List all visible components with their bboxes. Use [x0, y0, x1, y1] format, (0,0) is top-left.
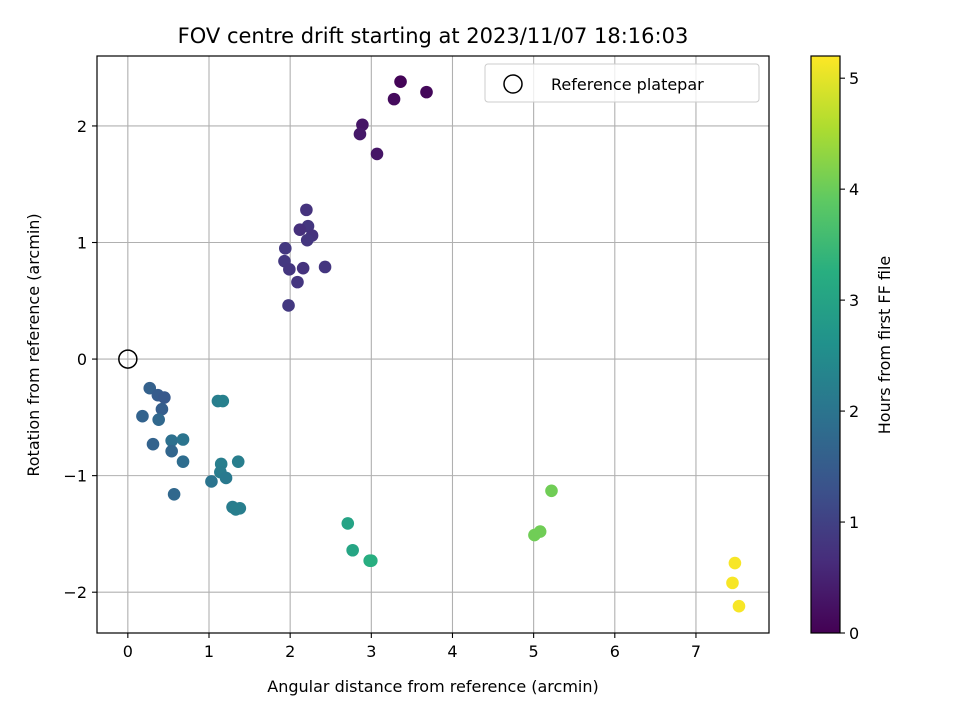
data-point	[318, 260, 332, 274]
y-tick-label: −2	[63, 583, 87, 602]
data-point	[216, 394, 230, 408]
colorbar-ticks: 0 1 2 3 4 5	[840, 69, 859, 643]
data-point	[726, 576, 739, 590]
data-point	[176, 433, 190, 446]
x-tick-label: 6	[610, 642, 620, 661]
colorbar-tick-label: 1	[849, 513, 859, 532]
data-point	[545, 484, 558, 498]
colorbar-label: Hours from first FF file	[875, 256, 894, 435]
data-point	[152, 413, 165, 426]
data-point	[293, 223, 307, 236]
x-tick-label: 1	[204, 642, 214, 661]
data-point	[528, 528, 541, 542]
legend-box	[484, 63, 760, 103]
legend-label-reference: Reference platepar	[551, 75, 704, 94]
colorbar-tick-label: 0	[849, 624, 859, 643]
data-point	[233, 501, 247, 515]
x-tick-label: 3	[366, 642, 376, 661]
y-tick-label: 1	[77, 234, 87, 253]
x-tick-label: 4	[447, 642, 457, 661]
plot-frame	[96, 55, 770, 634]
data-point	[165, 434, 178, 447]
data-point	[158, 391, 171, 404]
x-tick-label: 2	[285, 642, 295, 661]
data-points	[118, 75, 746, 613]
data-point	[136, 409, 149, 423]
data-point	[341, 517, 355, 530]
data-point	[420, 85, 433, 99]
data-point	[728, 556, 742, 570]
grid-lines	[97, 56, 769, 633]
colorbar-frame	[810, 55, 841, 634]
colorbar-gradient	[811, 56, 840, 633]
data-point	[394, 75, 407, 88]
colorbar-tick-label: 3	[849, 291, 859, 310]
data-point	[278, 242, 292, 255]
y-tick-label: −1	[63, 467, 87, 486]
data-point	[146, 437, 160, 451]
data-point	[231, 455, 245, 468]
x-axis-label: Angular distance from reference (arcmin)	[267, 677, 598, 696]
data-point	[296, 261, 310, 275]
x-tick-label: 0	[123, 642, 133, 661]
data-point	[732, 599, 746, 613]
data-point	[291, 275, 304, 289]
data-point	[283, 263, 296, 276]
colorbar-tick-label: 5	[849, 69, 859, 88]
axis-ticks: 0 1 2 3 4 5 6 7 −2 −1 0 1 2	[63, 117, 701, 661]
data-point	[353, 127, 367, 141]
x-tick-label: 5	[529, 642, 539, 661]
legend: Reference platepar	[484, 63, 760, 103]
data-point	[176, 455, 190, 468]
data-point	[167, 487, 181, 501]
data-point	[365, 554, 378, 568]
colorbar-tick-label: 2	[849, 402, 859, 421]
data-point	[370, 147, 384, 161]
reference-platepar-marker	[118, 349, 138, 369]
chart-title: FOV centre drift starting at 2023/11/07 …	[178, 24, 689, 48]
y-tick-label: 0	[77, 350, 87, 369]
data-point	[282, 299, 295, 312]
colorbar-tick-label: 4	[849, 180, 859, 199]
data-point	[387, 92, 401, 106]
data-point	[205, 475, 218, 488]
data-point	[165, 444, 178, 458]
y-tick-label: 2	[77, 117, 87, 136]
data-point	[219, 471, 233, 485]
data-point	[346, 543, 359, 557]
data-point	[155, 402, 169, 416]
y-axis-label: Rotation from reference (arcmin)	[24, 213, 43, 476]
x-tick-label: 7	[691, 642, 701, 661]
colorbar: 0 1 2 3 4 5 Hours from first FF file	[810, 55, 894, 643]
data-point	[300, 233, 314, 247]
data-point	[300, 203, 313, 217]
legend-marker-reference	[503, 74, 523, 94]
